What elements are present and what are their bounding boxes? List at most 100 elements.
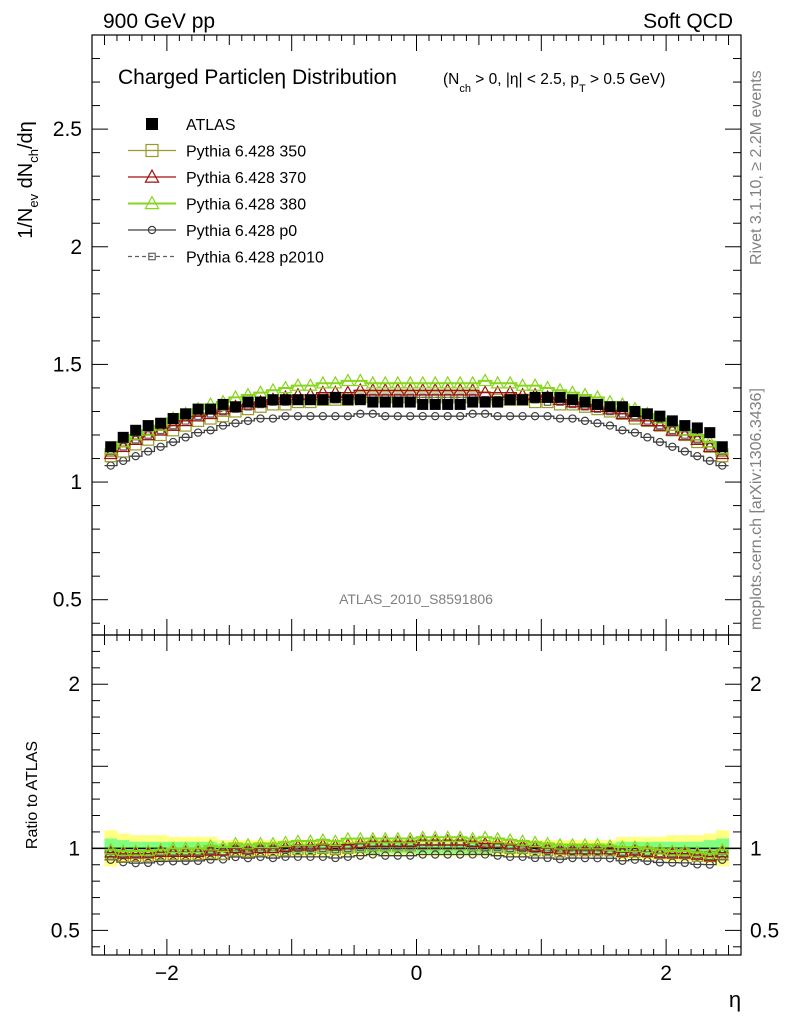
point-4-14 [281,411,290,421]
ratio-point-3-10 [229,836,243,849]
point-3-17 [315,375,330,389]
point-4-31 [493,411,502,421]
point-4-20 [356,409,365,419]
ratio-point-3-46 [678,843,692,856]
point-0-10 [230,401,242,413]
point-0-33 [517,394,529,406]
point-4-19 [343,411,353,421]
ratio-point-4-16 [306,852,315,862]
main-ylabel: 1/Nev dNch/dη [15,121,41,239]
ratio-point-3-3 [141,843,155,856]
point-0-5 [167,413,179,425]
legend-marker-0 [146,118,158,130]
ratio-point-4-24 [406,851,415,860]
point-3-25 [415,375,430,389]
ratio-point-2-0 [104,845,118,858]
ratio-ticks: 0.5 0.5 1 1 2 2 −2 0 2 [51,635,779,985]
ratio-point-2-19 [341,837,355,850]
ratio-point-4-3 [143,858,153,868]
main-plot-layer [103,373,730,470]
cuts-sub-ch: ch [459,83,471,95]
point-2-4 [153,422,168,436]
ratio-point-2-46 [678,846,692,859]
ratio-point-2-7 [191,845,205,857]
title-eta: η [274,66,286,89]
ratio-point-2-3 [141,846,155,859]
ratio-series-3 [104,830,729,859]
series-line-4 [104,413,729,467]
legend-label-5: Pythia 6.428 p2010 [186,250,324,267]
point-3-20 [353,373,368,387]
ratio-point-2-47 [690,848,704,860]
point-4-37 [568,414,577,423]
point-2-49 [715,446,730,460]
point-4-39 [593,419,602,428]
point-2-27 [440,382,455,396]
point-2-2 [128,432,143,445]
ratio-point-2-40 [603,842,617,855]
point-4-44 [655,437,665,447]
point-3-32 [503,375,518,389]
point-4-16 [306,411,315,421]
point-0-4 [155,417,167,429]
point-4-48 [705,456,714,466]
point-0-25 [417,398,429,410]
ratio-point-3-49 [715,842,729,855]
point-3-47 [690,427,705,441]
point-0-23 [392,396,404,408]
point-2-28 [453,382,468,396]
ratio-point-4-7 [193,856,203,866]
legend-marker-2 [144,168,160,183]
ratio-point-2-4 [154,845,168,858]
ratio-frame [91,634,742,956]
ytick-label-ratio-right: 1 [750,837,762,860]
ratio-point-4-34 [530,853,540,863]
ratio-ylabel: Ratio to ATLAS [24,741,41,849]
ratio-point-4-5 [168,857,178,866]
ratio-line-4 [104,853,729,866]
point-0-37 [567,394,579,406]
point-0-21 [367,396,379,408]
point-2-41 [615,406,630,420]
ratio-point-4-27 [443,850,452,859]
ytick-label-main: 0.5 [53,589,82,612]
point-3-15 [290,378,305,391]
point-0-41 [616,401,628,413]
ratio-line-2 [104,840,729,858]
ratio-point-2-6 [179,845,193,857]
point-4-4 [156,442,165,451]
point-0-42 [629,405,641,417]
title-main-b: Distribution [286,66,397,89]
plot-title: Charged Particleη Distribution [118,66,397,89]
ratio-point-4-36 [555,854,565,864]
ratio-point-3-2 [129,844,143,856]
ratio-point-3-15 [291,834,305,846]
point-4-2 [131,451,140,461]
header-right: Soft QCD [643,10,733,33]
main-panel: 0.5 1 1.5 2 2.5 Charged Particleη Distributi… [15,34,742,636]
point-2-1 [116,439,131,453]
ratio-point-2-30 [478,836,492,849]
point-0-24 [404,396,416,408]
point-0-13 [267,394,279,406]
legend-label-4: Pythia 6.428 p0 [186,223,297,240]
point-2-21 [365,382,380,396]
ratio-point-3-42 [628,840,642,852]
ratio-point-4-28 [455,850,465,859]
point-0-48 [704,427,716,439]
title-main-a: Charged Particle [118,66,274,89]
ratio-point-3-47 [690,845,704,858]
point-0-14 [279,394,291,406]
point-0-3 [142,420,154,432]
ylabel-end: /dη [15,121,37,149]
ylabel-sub-ch: ch [26,149,41,163]
point-0-45 [666,415,678,427]
point-3-28 [453,375,468,389]
point-0-1 [117,431,129,443]
ratio-point-4-10 [231,852,240,862]
point-4-36 [555,414,565,423]
point-0-39 [591,398,603,410]
series-line-2 [104,389,729,455]
point-0-38 [579,396,591,408]
xtick-label: 0 [411,962,423,985]
